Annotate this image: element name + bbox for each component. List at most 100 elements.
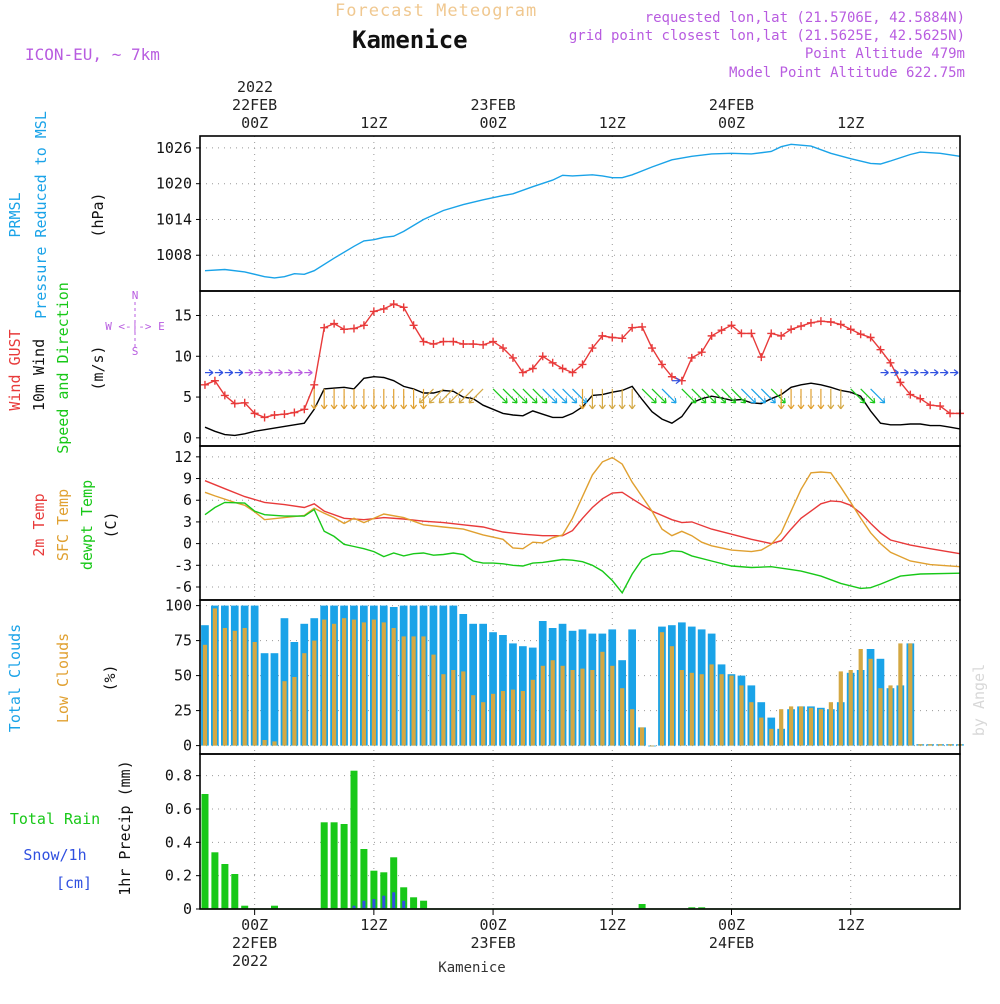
gust-marker [846, 325, 855, 334]
gust-marker [896, 378, 905, 387]
bar-low-clouds [689, 672, 694, 746]
location-title: Kamenice [352, 26, 468, 54]
bar-low-clouds [550, 660, 555, 746]
bar-total-clouds [469, 623, 477, 746]
gust-marker [449, 337, 458, 346]
y-tick-label: 10 [174, 347, 192, 365]
gust-marker [866, 333, 875, 342]
bar-snow-1h [402, 900, 406, 909]
panel-temperature: -6 -3 0 3 6 9 12 2m Temp SFC Temp dewpt Temp (C) [30, 445, 961, 601]
gust-marker [499, 344, 508, 353]
wind-arrow [750, 388, 766, 404]
gust-marker [349, 324, 358, 333]
wind-arrowhead [720, 397, 727, 404]
top-tick-label: 00Z [718, 114, 745, 132]
bar-low-clouds [600, 651, 605, 746]
gust-marker [727, 321, 736, 330]
panel-frame [199, 135, 961, 292]
bar-low-clouds [530, 679, 535, 746]
compass-s: S [132, 345, 139, 358]
bar-low-clouds [222, 628, 227, 746]
bar-low-clouds [928, 744, 933, 746]
bar-total-clouds [489, 632, 497, 746]
bar-total-rain [340, 824, 348, 909]
wind-arrow [850, 388, 866, 404]
bar-low-clouds [749, 702, 754, 746]
label-hpa: (hPa) [89, 192, 107, 237]
wind-arrowhead [690, 397, 697, 404]
wind-arrow [428, 388, 444, 404]
gust-marker [797, 322, 806, 331]
bar-low-clouds [620, 688, 625, 746]
label-dewpt-temp: dewpt Temp [78, 480, 96, 570]
wind-arrowhead [923, 369, 929, 377]
gust-marker [340, 325, 349, 334]
y-tick-label: 12 [174, 448, 192, 466]
y-tick-label: 1026 [156, 139, 192, 157]
wind-arrow [641, 388, 657, 404]
wind-arrowhead [502, 397, 508, 404]
panel-frame [199, 290, 961, 447]
bar-snow-1h [382, 895, 386, 909]
bar-low-clouds [948, 744, 953, 746]
label-total-clouds: Total Clouds [6, 624, 24, 732]
requested-coords: requested lon,lat (21.5706E, 42.5884N) [645, 10, 965, 26]
bar-low-clouds [659, 632, 665, 746]
wind-arrowhead [740, 397, 747, 404]
gust-marker [230, 399, 239, 408]
bar-low-clouds [232, 630, 237, 746]
model-altitude: Model Point Altitude 622.75m [729, 65, 965, 81]
bar-low-clouds [759, 717, 764, 746]
gust-marker [598, 331, 607, 340]
bar-total-rain [221, 864, 229, 909]
bar-low-clouds [769, 728, 774, 746]
bar-low-clouds [719, 674, 724, 746]
wind-arrowhead [288, 369, 293, 377]
bar-total-rain [201, 794, 209, 909]
gust-marker [260, 413, 269, 422]
label-10m-wind: 10m Wind [30, 339, 48, 411]
y-tick-label: 9 [183, 470, 192, 488]
bar-low-clouds [789, 706, 794, 746]
bar-total-clouds [260, 653, 269, 746]
bar-total-rain [271, 905, 278, 909]
gust-marker [588, 344, 597, 353]
y-tick-label: 5 [183, 388, 192, 406]
watermark: by Angel [970, 664, 988, 736]
wind-arrowhead [651, 397, 657, 404]
wind-arrowhead [904, 369, 909, 377]
bar-low-clouds [868, 658, 873, 746]
bar-low-clouds [481, 702, 486, 746]
bar-low-clouds [590, 670, 595, 746]
wind-arrowhead [512, 397, 518, 404]
wind-arrowhead [330, 404, 338, 410]
bar-low-clouds [729, 675, 734, 746]
bottom-tick-label: 12Z [360, 916, 387, 934]
wind-arrow [731, 388, 746, 404]
y-tick-label: 15 [174, 306, 192, 324]
wind-arrowhead [248, 369, 254, 377]
wind-arrowhead [340, 404, 348, 410]
wind-arrowhead [468, 397, 475, 404]
gust-marker [826, 318, 835, 326]
label-2m-temp: 2m Temp [30, 493, 48, 556]
wind-arrowhead [380, 404, 388, 410]
wind-arrowhead [943, 369, 949, 377]
gust-marker [946, 409, 955, 418]
wind-arrowhead [310, 404, 318, 410]
wind-arrow [860, 388, 876, 404]
series-prmsl [204, 143, 961, 279]
wind-arrow [448, 388, 464, 404]
bar-low-clouds [808, 707, 814, 746]
bar-low-clouds [342, 618, 347, 746]
bar-low-clouds [262, 740, 267, 746]
gust-marker [707, 331, 716, 340]
bar-snow-1h [362, 900, 366, 909]
label-celsius: (C) [102, 511, 120, 538]
wind-arrowhead [770, 397, 776, 404]
point-altitude: Point Altitude 479m [805, 46, 965, 62]
top-tick-label: 00Z [480, 114, 507, 132]
label-prmsl: PRMSL [6, 192, 24, 237]
bar-low-clouds [371, 619, 376, 746]
